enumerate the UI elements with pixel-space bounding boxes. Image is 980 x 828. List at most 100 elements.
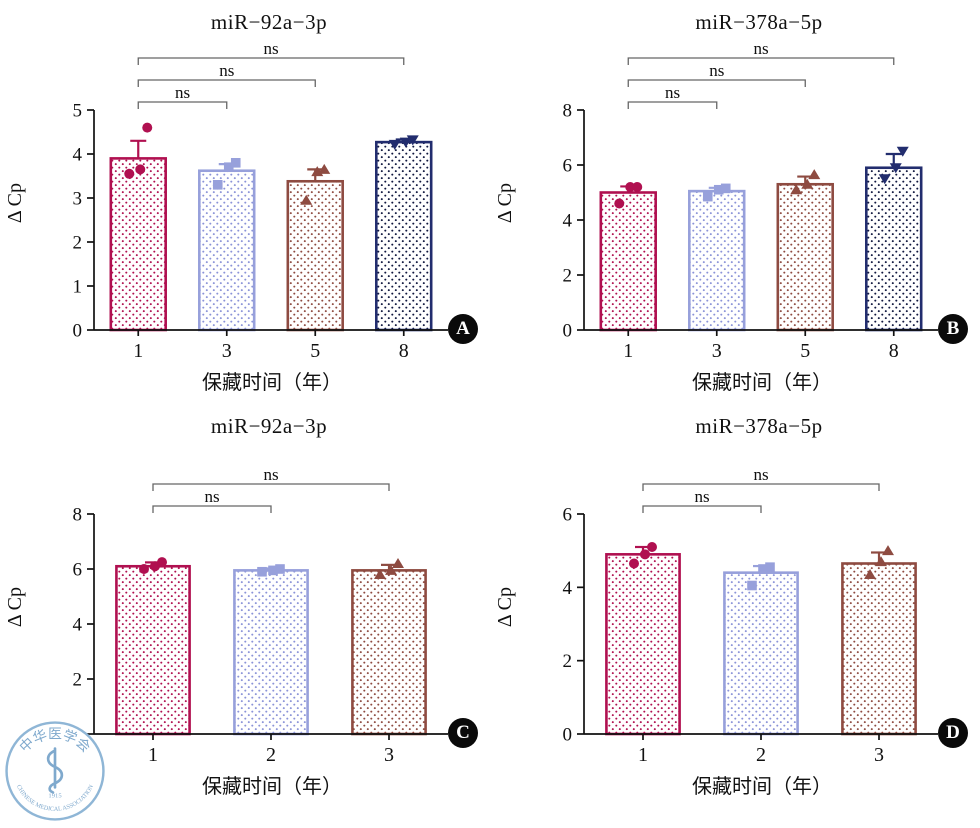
y-tick-label: 2 [73,670,83,691]
significance-label: ns [753,39,768,58]
bar-category-5 [776,182,834,332]
data-point-square [720,183,731,194]
data-point-triangle-down [896,146,909,157]
x-tick-label: 8 [399,340,409,362]
chart-title: miR−92a−3p [210,414,328,438]
y-tick-label: 8 [73,505,83,526]
x-tick-label: 2 [756,744,766,766]
bar-chart-A: 0 1 2 3 4 5 1 3 5 8 ns ns ns [73,39,448,362]
chart-row: Δ Cp 02468123nsns [4,440,490,774]
y-tick-label: 4 [73,615,83,636]
chart-title: miR−378a−5p [695,414,823,438]
panel-letter-badge: D [938,718,968,748]
panel-D: miR−378a−5p Δ Cp 0 2 4 6 1 2 3 ns ns 保藏时间（年） D [490,412,980,816]
axes [577,513,938,740]
x-tick-label: 3 [384,744,394,766]
significance-bracket [152,505,272,513]
data-point-square [765,562,775,572]
chart-title: miR−92a−3p [210,10,328,34]
bar-category-3 [198,169,256,332]
bar-category-2 [233,569,309,736]
bar-category-1 [605,553,681,736]
significance-bracket [137,57,405,65]
data-point-triangle-up [392,558,404,568]
significance-bracket [152,483,390,491]
data-point-square [257,566,267,577]
error-bar [130,139,147,159]
axes [577,109,938,336]
data-point-triangle-up [875,556,887,567]
x-tick-label: 5 [310,340,320,362]
bar-category-2 [723,571,799,736]
significance-bracket [137,79,316,87]
chart-title: miR−378a−5p [695,10,823,34]
data-point-triangle-down [406,135,419,146]
x-axis-label: 保藏时间（年） [202,372,342,394]
panel-letter-badge: C [448,718,478,748]
x-tick-label: 3 [874,744,884,766]
y-axis-label: Δ Cp [494,182,516,224]
data-point-triangle-down [399,137,412,148]
panel-letter-badge: B [938,314,968,344]
data-point-square [275,564,285,574]
axes [87,109,448,336]
significance-bracket [137,101,228,109]
bar-category-3 [688,189,746,332]
data-point-square [747,580,757,591]
panel-A: miR−92a−3p Δ Cp 0 1 2 3 4 5 1 3 5 8 ns ns ns 保藏时间（年）… [0,8,490,412]
significance-bracket [627,101,718,109]
data-point-circle [640,549,650,560]
significance-label: ns [753,465,768,484]
data-point-triangle-down [889,163,902,174]
data-point-circle [142,122,153,133]
significance-bracket [642,483,880,491]
y-tick-label: 0 [563,321,573,342]
data-point-triangle-up [790,184,803,195]
data-point-square [268,565,278,576]
data-point-triangle-down [388,139,401,150]
data-point-triangle-up [808,169,821,180]
bar-category-1 [599,191,657,332]
significance-label: ns [175,83,190,102]
bar-chart-D: 0 2 4 6 1 2 3 ns ns [563,465,938,766]
data-point-circle [614,198,625,209]
data-point-circle [157,557,167,568]
y-tick-label: 0 [73,321,83,342]
x-axis-label: 保藏时间（年） [692,372,832,394]
bar-category-5 [286,179,344,332]
significance-label: ns [204,487,219,506]
bar-category-3 [351,569,427,736]
data-point-circle [632,182,643,192]
y-tick-label: 0 [563,725,573,746]
y-tick-label: 4 [73,145,83,166]
data-point-triangle-up [882,545,894,556]
data-point-triangle-up [300,194,313,205]
bar-category-1 [109,157,167,332]
data-point-circle [135,164,146,175]
y-axis-label: Δ Cp [494,586,516,628]
data-point-triangle-up [801,178,814,189]
chart-row: Δ Cp 0 1 2 3 4 5 1 3 5 8 ns ns ns [4,36,490,370]
significance-label: ns [263,39,278,58]
x-tick-label: 5 [800,340,810,362]
x-tick-label: 1 [623,340,633,362]
data-point-triangle-up [318,163,331,174]
x-axis-label: 保藏时间（年） [202,776,342,798]
data-point-square [212,180,223,190]
y-tick-label: 6 [563,156,573,177]
x-tick-label: 1 [638,744,648,766]
y-tick-label: 3 [73,189,83,210]
data-point-triangle-down [878,174,891,185]
y-axis-label: Δ Cp [4,182,26,224]
y-tick-label: 8 [563,101,573,122]
x-axis-label: 保藏时间（年） [692,776,832,798]
data-point-circle [625,182,636,192]
y-tick-label: 4 [563,578,573,599]
data-point-triangle-up [374,569,386,579]
x-tick-label: 3 [222,340,232,362]
bar-category-8 [375,140,433,332]
chart-row: Δ Cp 0 2 4 6 8 1 3 5 8 ns ns ns [494,36,980,370]
data-point-circle [647,542,657,552]
data-point-circle [124,168,135,179]
